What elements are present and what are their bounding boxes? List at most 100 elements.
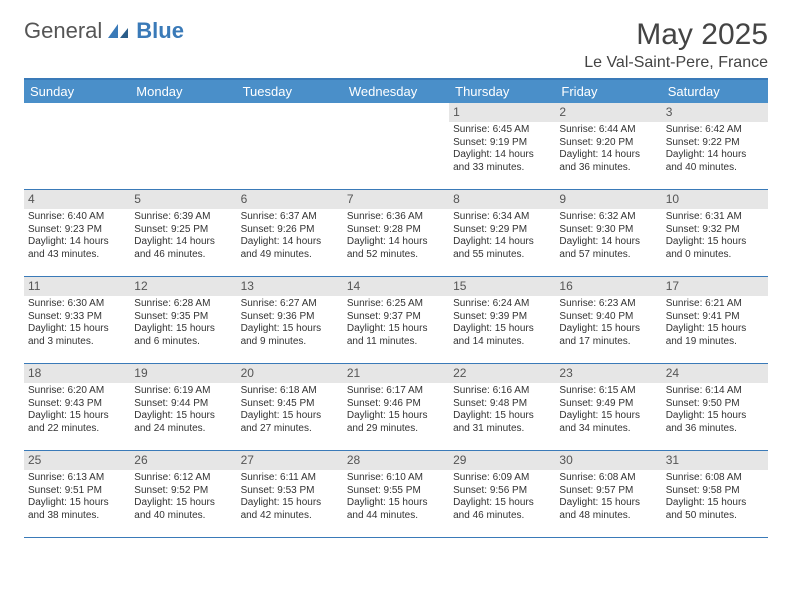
sunrise-text: Sunrise: 6:11 AM bbox=[241, 472, 339, 485]
sunset-text: Sunset: 9:39 PM bbox=[453, 311, 551, 324]
day-number: 20 bbox=[237, 364, 343, 383]
sunset-text: Sunset: 9:19 PM bbox=[453, 137, 551, 150]
sunrise-text: Sunrise: 6:12 AM bbox=[134, 472, 232, 485]
sunset-text: Sunset: 9:41 PM bbox=[666, 311, 764, 324]
daylight-text: Daylight: 14 hours and 46 minutes. bbox=[134, 236, 232, 261]
calendar-header-row: SundayMondayTuesdayWednesdayThursdayFrid… bbox=[24, 80, 768, 103]
calendar-day-cell: 31Sunrise: 6:08 AMSunset: 9:58 PMDayligh… bbox=[662, 451, 768, 537]
logo-sail-icon bbox=[106, 22, 132, 40]
sunrise-text: Sunrise: 6:17 AM bbox=[347, 385, 445, 398]
calendar-day-cell: 18Sunrise: 6:20 AMSunset: 9:43 PMDayligh… bbox=[24, 364, 130, 450]
day-number: 19 bbox=[130, 364, 236, 383]
sunset-text: Sunset: 9:25 PM bbox=[134, 224, 232, 237]
sunset-text: Sunset: 9:22 PM bbox=[666, 137, 764, 150]
day-number: 14 bbox=[343, 277, 449, 296]
sunset-text: Sunset: 9:51 PM bbox=[28, 485, 126, 498]
day-number: 21 bbox=[343, 364, 449, 383]
calendar-day-cell: 7Sunrise: 6:36 AMSunset: 9:28 PMDaylight… bbox=[343, 190, 449, 276]
sunset-text: Sunset: 9:46 PM bbox=[347, 398, 445, 411]
calendar-day-cell: 10Sunrise: 6:31 AMSunset: 9:32 PMDayligh… bbox=[662, 190, 768, 276]
day-number: 2 bbox=[555, 103, 661, 122]
sunrise-text: Sunrise: 6:25 AM bbox=[347, 298, 445, 311]
sunrise-text: Sunrise: 6:20 AM bbox=[28, 385, 126, 398]
day-number: 31 bbox=[662, 451, 768, 470]
daylight-text: Daylight: 15 hours and 38 minutes. bbox=[28, 497, 126, 522]
month-title: May 2025 bbox=[584, 18, 768, 52]
daylight-text: Daylight: 14 hours and 55 minutes. bbox=[453, 236, 551, 261]
calendar-day-cell: 21Sunrise: 6:17 AMSunset: 9:46 PMDayligh… bbox=[343, 364, 449, 450]
calendar-day-cell: 30Sunrise: 6:08 AMSunset: 9:57 PMDayligh… bbox=[555, 451, 661, 537]
day-number: 8 bbox=[449, 190, 555, 209]
calendar-day-cell bbox=[237, 103, 343, 189]
title-block: May 2025 Le Val-Saint-Pere, France bbox=[584, 18, 768, 72]
day-number: 9 bbox=[555, 190, 661, 209]
daylight-text: Daylight: 15 hours and 27 minutes. bbox=[241, 410, 339, 435]
sunset-text: Sunset: 9:57 PM bbox=[559, 485, 657, 498]
sunrise-text: Sunrise: 6:10 AM bbox=[347, 472, 445, 485]
daylight-text: Daylight: 15 hours and 19 minutes. bbox=[666, 323, 764, 348]
calendar-day-cell bbox=[343, 103, 449, 189]
sunset-text: Sunset: 9:43 PM bbox=[28, 398, 126, 411]
calendar-header-cell: Friday bbox=[555, 80, 661, 103]
calendar-day-cell: 26Sunrise: 6:12 AMSunset: 9:52 PMDayligh… bbox=[130, 451, 236, 537]
location: Le Val-Saint-Pere, France bbox=[584, 54, 768, 72]
sunrise-text: Sunrise: 6:39 AM bbox=[134, 211, 232, 224]
day-number: 27 bbox=[237, 451, 343, 470]
day-number: 24 bbox=[662, 364, 768, 383]
sunset-text: Sunset: 9:58 PM bbox=[666, 485, 764, 498]
logo-text-blue: Blue bbox=[136, 18, 184, 44]
sunrise-text: Sunrise: 6:27 AM bbox=[241, 298, 339, 311]
sunrise-text: Sunrise: 6:42 AM bbox=[666, 124, 764, 137]
daylight-text: Daylight: 15 hours and 3 minutes. bbox=[28, 323, 126, 348]
sunrise-text: Sunrise: 6:21 AM bbox=[666, 298, 764, 311]
sunrise-text: Sunrise: 6:45 AM bbox=[453, 124, 551, 137]
calendar-day-cell: 4Sunrise: 6:40 AMSunset: 9:23 PMDaylight… bbox=[24, 190, 130, 276]
daylight-text: Daylight: 14 hours and 49 minutes. bbox=[241, 236, 339, 261]
calendar-header-cell: Saturday bbox=[662, 80, 768, 103]
sunrise-text: Sunrise: 6:44 AM bbox=[559, 124, 657, 137]
sunrise-text: Sunrise: 6:34 AM bbox=[453, 211, 551, 224]
daylight-text: Daylight: 15 hours and 50 minutes. bbox=[666, 497, 764, 522]
daylight-text: Daylight: 15 hours and 14 minutes. bbox=[453, 323, 551, 348]
sunset-text: Sunset: 9:20 PM bbox=[559, 137, 657, 150]
day-number: 1 bbox=[449, 103, 555, 122]
sunset-text: Sunset: 9:23 PM bbox=[28, 224, 126, 237]
calendar-day-cell: 3 Sunrise: 6:42 AMSunset: 9:22 PMDaylight… bbox=[662, 103, 768, 189]
calendar-day-cell: 27Sunrise: 6:11 AMSunset: 9:53 PMDayligh… bbox=[237, 451, 343, 537]
sunrise-text: Sunrise: 6:18 AM bbox=[241, 385, 339, 398]
daylight-text: Daylight: 15 hours and 46 minutes. bbox=[453, 497, 551, 522]
sunrise-text: Sunrise: 6:15 AM bbox=[559, 385, 657, 398]
header: General Blue May 2025 Le Val-Saint-Pere,… bbox=[24, 18, 768, 72]
logo: General Blue bbox=[24, 18, 184, 44]
calendar-day-cell: 9Sunrise: 6:32 AMSunset: 9:30 PMDaylight… bbox=[555, 190, 661, 276]
daylight-text: Daylight: 14 hours and 40 minutes. bbox=[666, 149, 764, 174]
daylight-text: Daylight: 15 hours and 36 minutes. bbox=[666, 410, 764, 435]
calendar-day-cell: 20Sunrise: 6:18 AMSunset: 9:45 PMDayligh… bbox=[237, 364, 343, 450]
calendar-day-cell: 16Sunrise: 6:23 AMSunset: 9:40 PMDayligh… bbox=[555, 277, 661, 363]
sunrise-text: Sunrise: 6:09 AM bbox=[453, 472, 551, 485]
calendar-day-cell: 8Sunrise: 6:34 AMSunset: 9:29 PMDaylight… bbox=[449, 190, 555, 276]
calendar: SundayMondayTuesdayWednesdayThursdayFrid… bbox=[24, 78, 768, 538]
day-number: 18 bbox=[24, 364, 130, 383]
sunset-text: Sunset: 9:53 PM bbox=[241, 485, 339, 498]
day-number: 10 bbox=[662, 190, 768, 209]
sunrise-text: Sunrise: 6:23 AM bbox=[559, 298, 657, 311]
daylight-text: Daylight: 15 hours and 44 minutes. bbox=[347, 497, 445, 522]
day-number: 30 bbox=[555, 451, 661, 470]
calendar-day-cell: 19Sunrise: 6:19 AMSunset: 9:44 PMDayligh… bbox=[130, 364, 236, 450]
sunset-text: Sunset: 9:28 PM bbox=[347, 224, 445, 237]
sunrise-text: Sunrise: 6:40 AM bbox=[28, 211, 126, 224]
daylight-text: Daylight: 14 hours and 52 minutes. bbox=[347, 236, 445, 261]
sunrise-text: Sunrise: 6:13 AM bbox=[28, 472, 126, 485]
day-number: 26 bbox=[130, 451, 236, 470]
calendar-day-cell: 23Sunrise: 6:15 AMSunset: 9:49 PMDayligh… bbox=[555, 364, 661, 450]
sunset-text: Sunset: 9:49 PM bbox=[559, 398, 657, 411]
day-number: 6 bbox=[237, 190, 343, 209]
calendar-header-cell: Thursday bbox=[449, 80, 555, 103]
calendar-day-cell: 13Sunrise: 6:27 AMSunset: 9:36 PMDayligh… bbox=[237, 277, 343, 363]
calendar-day-cell: 17Sunrise: 6:21 AMSunset: 9:41 PMDayligh… bbox=[662, 277, 768, 363]
day-number: 3 bbox=[662, 103, 768, 122]
sunset-text: Sunset: 9:52 PM bbox=[134, 485, 232, 498]
calendar-week-row: 1 Sunrise: 6:45 AMSunset: 9:19 PM Daylight… bbox=[24, 103, 768, 190]
day-number: 25 bbox=[24, 451, 130, 470]
